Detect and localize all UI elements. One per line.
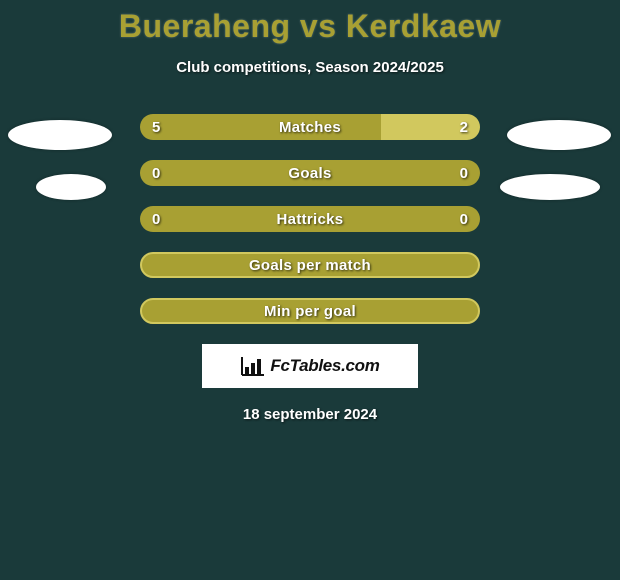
stat-label: Hattricks bbox=[277, 211, 344, 228]
stat-bar-track: Goals per match bbox=[140, 252, 480, 278]
stat-label: Matches bbox=[279, 119, 341, 136]
logo-box: FcTables.com bbox=[202, 344, 418, 388]
stat-value-left: 0 bbox=[152, 160, 160, 186]
player-left-avatar-placeholder bbox=[8, 120, 112, 150]
stat-bar-track: 0 0 Hattricks bbox=[140, 206, 480, 232]
date-text: 18 september 2024 bbox=[0, 406, 620, 423]
bar-chart-icon bbox=[240, 355, 266, 377]
stat-label: Goals per match bbox=[249, 257, 371, 274]
stat-value-left: 5 bbox=[152, 114, 160, 140]
stat-bar-track: 0 0 Goals bbox=[140, 160, 480, 186]
stat-bar-track: 5 2 Matches bbox=[140, 114, 480, 140]
stat-row: 0 0 Hattricks bbox=[0, 206, 620, 232]
player-right-shadow bbox=[500, 174, 600, 200]
player-right-avatar-placeholder bbox=[507, 120, 611, 150]
stat-label: Min per goal bbox=[264, 303, 356, 320]
stat-label: Goals bbox=[288, 165, 331, 182]
stat-value-left: 0 bbox=[152, 206, 160, 232]
page-subtitle: Club competitions, Season 2024/2025 bbox=[0, 59, 620, 76]
stat-row: Min per goal bbox=[0, 298, 620, 324]
comparison-infographic: Bueraheng vs Kerdkaew Club competitions,… bbox=[0, 0, 620, 580]
logo-text: FcTables.com bbox=[270, 356, 379, 376]
stat-value-right: 0 bbox=[460, 160, 468, 186]
stat-value-right: 0 bbox=[460, 206, 468, 232]
page-title: Bueraheng vs Kerdkaew bbox=[0, 8, 620, 45]
stat-value-right: 2 bbox=[460, 114, 468, 140]
logo: FcTables.com bbox=[240, 355, 379, 377]
stat-bar-track: Min per goal bbox=[140, 298, 480, 324]
stat-bar-left bbox=[140, 114, 381, 140]
stat-row: Goals per match bbox=[0, 252, 620, 278]
player-left-shadow bbox=[36, 174, 106, 200]
